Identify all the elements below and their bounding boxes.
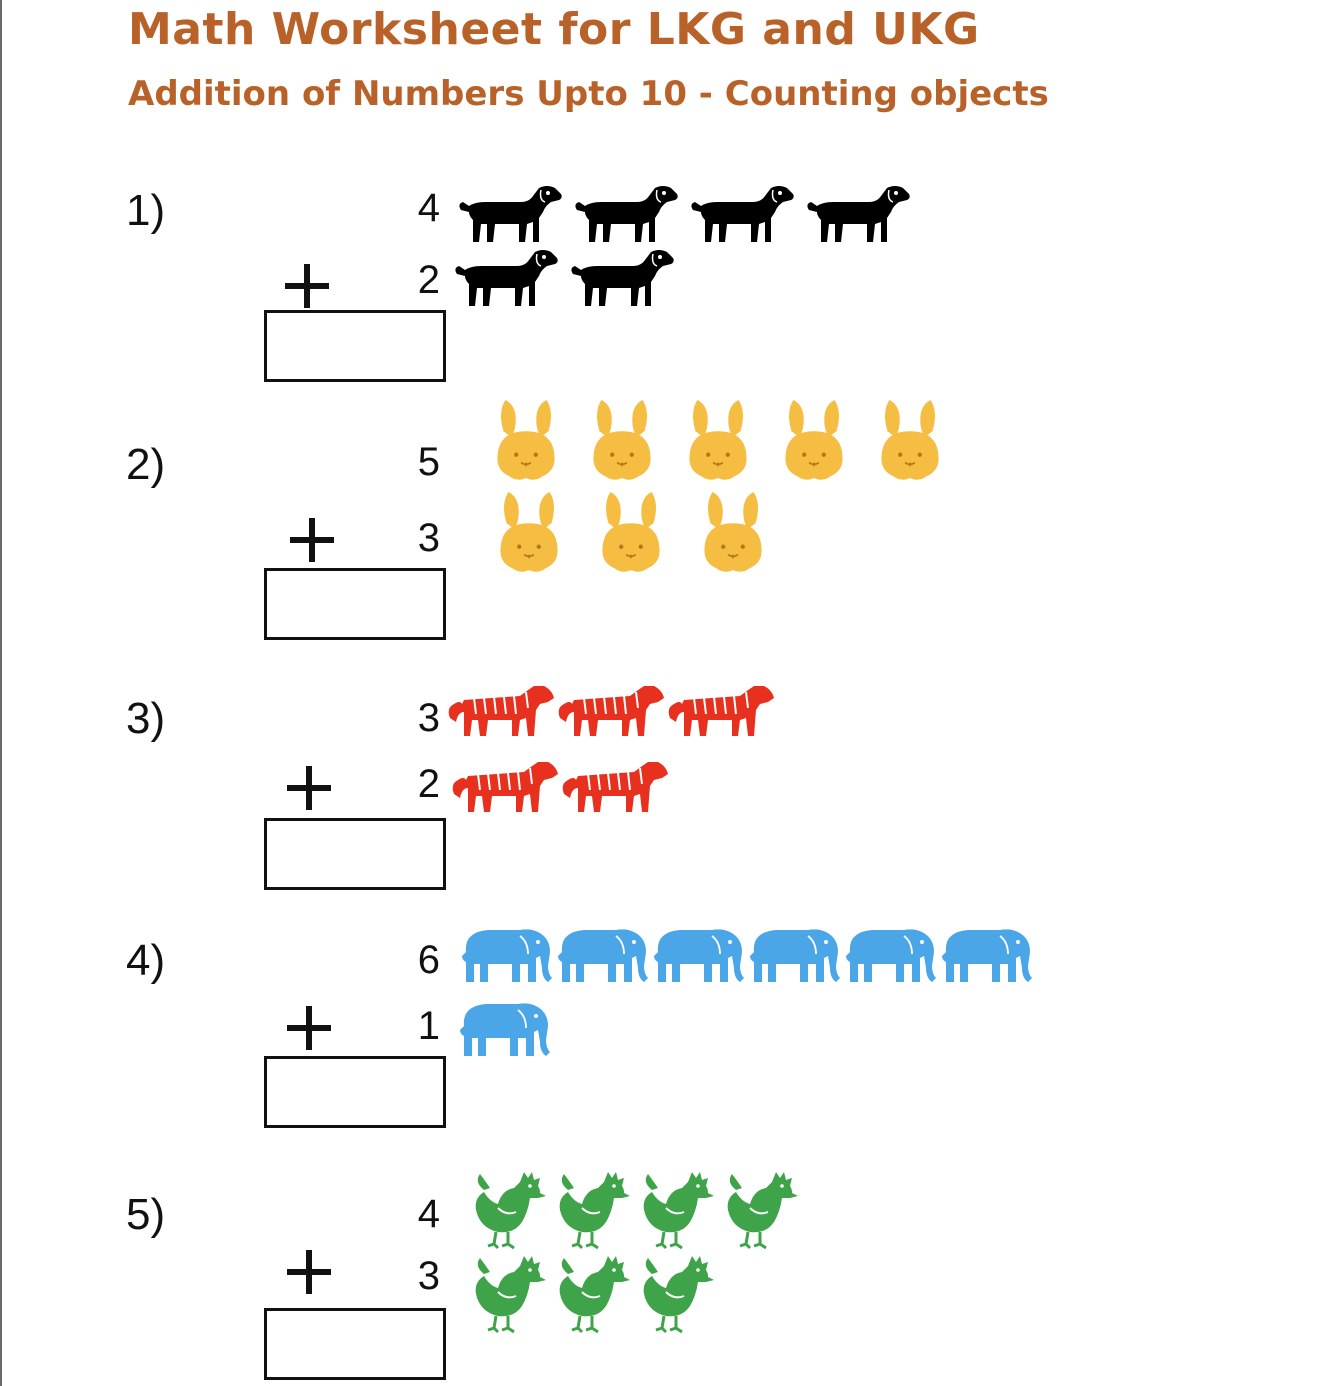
rabbit-icon xyxy=(574,398,670,486)
plus-sign xyxy=(287,1006,331,1050)
first-addend: 5 xyxy=(417,440,440,484)
second-addend: 2 xyxy=(417,258,440,302)
rooster-icon xyxy=(552,1252,636,1336)
animal-row-bottom xyxy=(468,1252,720,1336)
second-addend: 1 xyxy=(417,1004,440,1048)
animal-row-top xyxy=(452,180,916,246)
tiger-icon xyxy=(450,754,560,816)
animal-row-bottom xyxy=(448,244,680,310)
elephant-icon xyxy=(842,922,938,986)
elephant-icon xyxy=(746,922,842,986)
dog-icon xyxy=(452,180,568,246)
rooster-icon xyxy=(468,1168,552,1252)
rabbit-icon xyxy=(670,398,766,486)
tiger-icon xyxy=(560,754,670,816)
rabbit-icon xyxy=(766,398,862,486)
elephant-icon xyxy=(650,922,746,986)
animal-row-bottom xyxy=(478,490,784,578)
rabbit-icon xyxy=(478,490,580,578)
elephant-icon xyxy=(458,922,554,986)
answer-box[interactable] xyxy=(264,568,446,640)
rabbit-icon xyxy=(478,398,574,486)
answer-box[interactable] xyxy=(264,1056,446,1128)
rabbit-icon xyxy=(862,398,958,486)
tiger-icon xyxy=(666,678,776,740)
dog-icon xyxy=(448,244,564,310)
second-addend: 3 xyxy=(417,516,440,560)
animal-row-top xyxy=(446,678,776,740)
elephant-icon xyxy=(554,922,650,986)
rooster-icon xyxy=(720,1168,804,1252)
first-addend: 4 xyxy=(417,186,440,230)
dog-icon xyxy=(568,180,684,246)
answer-box[interactable] xyxy=(264,818,446,890)
worksheet-title: Math Worksheet for LKG and UKG xyxy=(128,4,980,55)
animal-row-bottom xyxy=(450,754,670,816)
worksheet-subtitle: Addition of Numbers Upto 10 - Counting o… xyxy=(128,74,1049,114)
second-addend: 3 xyxy=(417,1254,440,1298)
rabbit-icon xyxy=(580,490,682,578)
rooster-icon xyxy=(636,1168,720,1252)
rooster-icon xyxy=(552,1168,636,1252)
problem-number: 3) xyxy=(126,694,166,743)
rooster-icon xyxy=(468,1252,552,1336)
answer-box[interactable] xyxy=(264,310,446,382)
first-addend: 6 xyxy=(417,938,440,982)
plus-sign xyxy=(285,264,329,308)
plus-sign xyxy=(287,766,331,810)
elephant-icon xyxy=(938,922,1034,986)
dog-icon xyxy=(800,180,916,246)
animal-row-top xyxy=(458,922,1034,986)
dog-icon xyxy=(684,180,800,246)
animal-row-top xyxy=(468,1168,804,1252)
problem-number: 1) xyxy=(126,186,166,235)
animal-row-top xyxy=(478,398,958,486)
tiger-icon xyxy=(446,678,556,740)
answer-box[interactable] xyxy=(264,1308,446,1380)
first-addend: 3 xyxy=(417,696,440,740)
page-left-border xyxy=(0,0,2,1386)
problem-number: 4) xyxy=(126,936,166,985)
problem-number: 2) xyxy=(126,440,166,489)
dog-icon xyxy=(564,244,680,310)
rabbit-icon xyxy=(682,490,784,578)
second-addend: 2 xyxy=(417,762,440,806)
elephant-icon xyxy=(456,996,552,1060)
tiger-icon xyxy=(556,678,666,740)
plus-sign xyxy=(290,518,334,562)
problem-number: 5) xyxy=(126,1190,166,1239)
animal-row-bottom xyxy=(456,996,552,1060)
rooster-icon xyxy=(636,1252,720,1336)
plus-sign xyxy=(287,1250,331,1294)
first-addend: 4 xyxy=(417,1192,440,1236)
